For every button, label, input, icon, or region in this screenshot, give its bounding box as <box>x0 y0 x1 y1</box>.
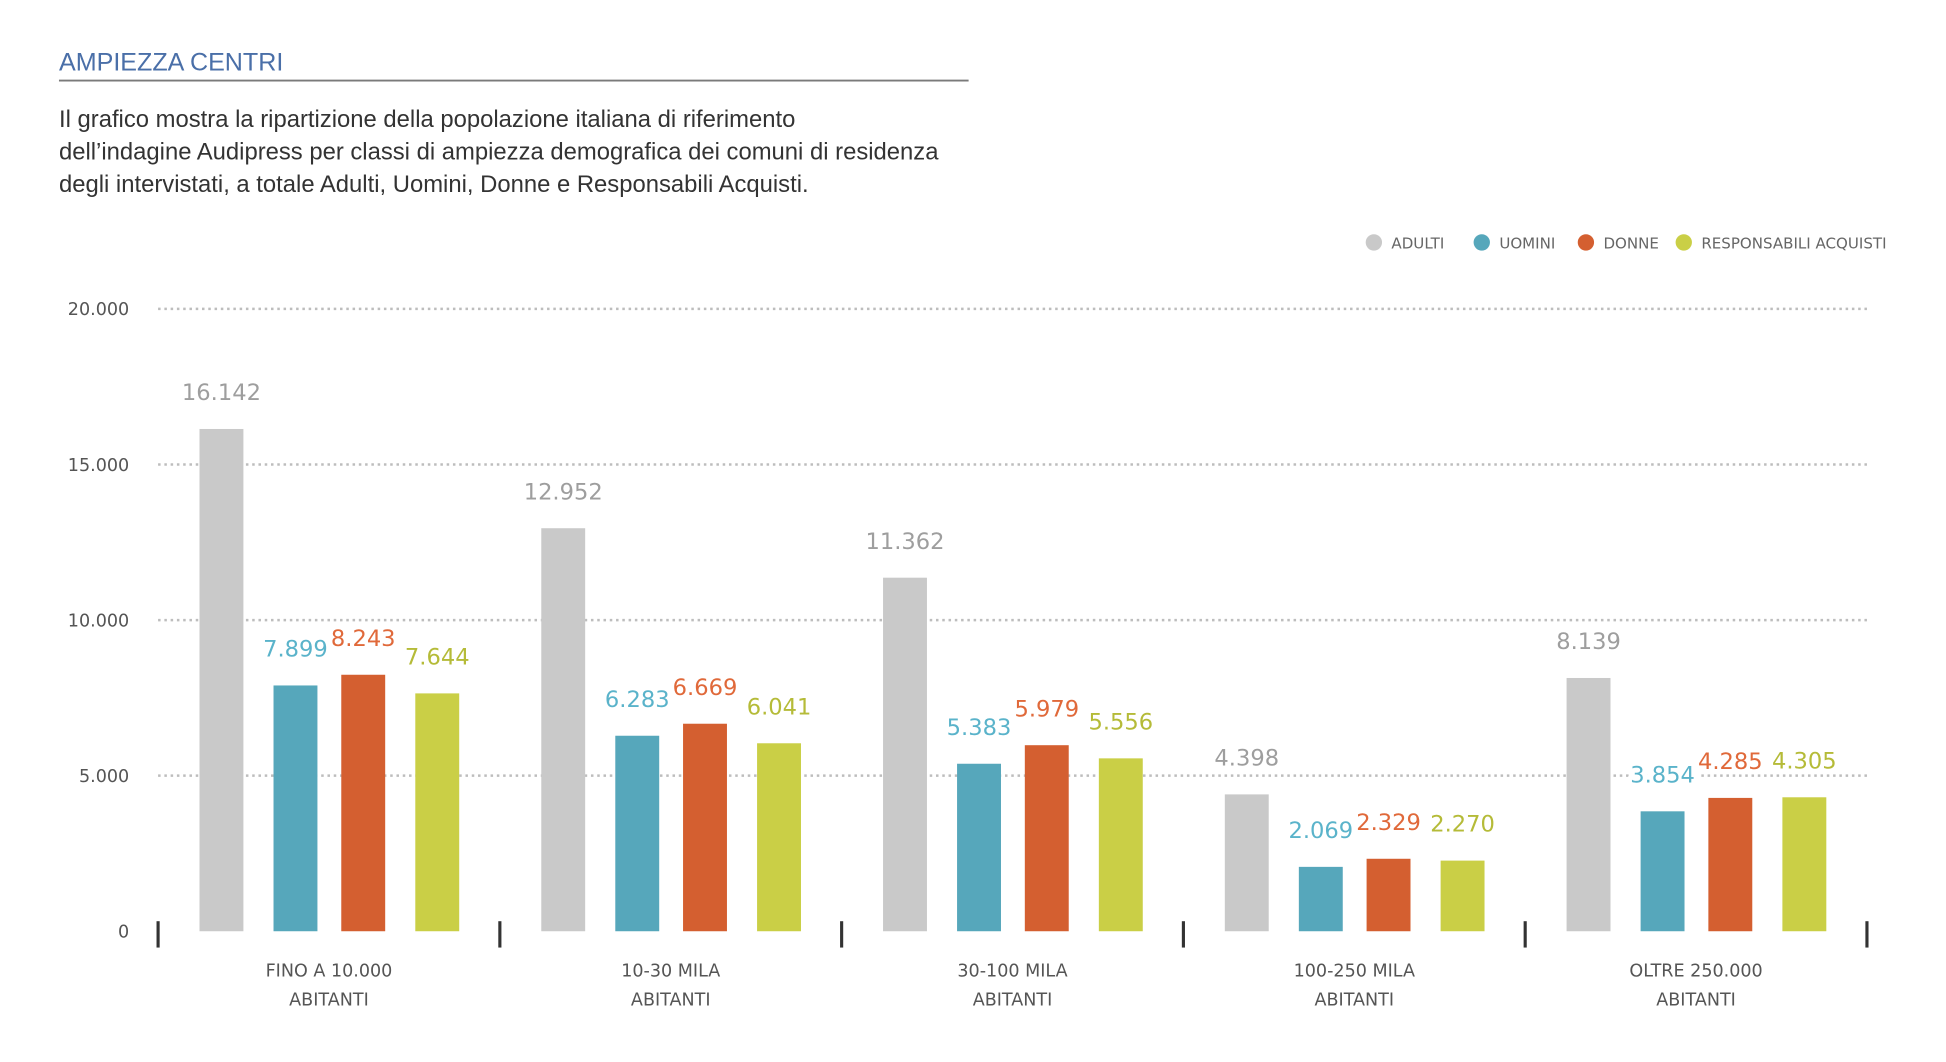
value-label: 12.952 <box>524 479 603 505</box>
value-label: 8.243 <box>331 626 396 652</box>
bar-responsabili-acquisti <box>1782 797 1827 932</box>
value-label: 6.041 <box>747 694 812 720</box>
description-line: dell’indagine Audipress per classi di am… <box>59 139 939 166</box>
value-label: 5.383 <box>947 715 1012 741</box>
category-label: 10-30 MILA <box>621 961 720 981</box>
bar-responsabili-acquisti <box>1440 860 1485 932</box>
bar-uomini <box>615 735 660 932</box>
bar-responsabili-acquisti <box>1098 758 1143 932</box>
chart-title: AMPIEZZA CENTRI <box>59 49 283 77</box>
value-label: 5.556 <box>1088 710 1153 736</box>
value-label: 16.142 <box>182 380 261 406</box>
value-label: 11.362 <box>865 529 944 555</box>
value-label: 8.139 <box>1556 629 1621 655</box>
legend-label: DONNE <box>1603 235 1658 253</box>
value-label: 6.283 <box>605 687 670 713</box>
value-label: 2.270 <box>1430 812 1495 838</box>
y-tick-label: 0 <box>118 923 129 943</box>
bar-adulti <box>199 428 244 932</box>
value-label: 2.329 <box>1356 810 1421 836</box>
bars <box>199 428 1827 932</box>
legend-label: RESPONSABILI ACQUISTI <box>1701 235 1886 253</box>
bar-adulti <box>883 577 927 932</box>
y-tick-label: 10.000 <box>68 611 129 631</box>
category-label: 30-100 MILA <box>957 961 1067 981</box>
bar-uomini <box>1298 866 1343 932</box>
category-label: OLTRE 250.000 <box>1629 961 1762 981</box>
value-label: 6.669 <box>673 675 738 701</box>
legend-swatch <box>1473 234 1490 251</box>
bar-adulti <box>541 528 586 932</box>
legend: ADULTI UOMINI DONNE RESPONSABILI ACQUISTI <box>1365 234 1887 253</box>
value-label: 4.285 <box>1698 749 1763 775</box>
category-label: ABITANTI <box>631 990 711 1010</box>
value-labels: 16.142 7.899 8.243 7.644 12.952 6.283 6.669 6.0… <box>177 375 1842 849</box>
bar-donne <box>1024 745 1069 932</box>
category-label: ABITANTI <box>1314 990 1394 1010</box>
category-label: FINO A 10.000 <box>266 961 393 981</box>
value-label: 5.979 <box>1014 696 1079 722</box>
value-label: 4.305 <box>1772 748 1837 774</box>
value-label: 2.069 <box>1288 818 1353 844</box>
value-label: 3.854 <box>1630 762 1695 788</box>
description-line: degli intervistati, a totale Adulti, Uom… <box>59 171 809 198</box>
legend-swatch <box>1577 234 1595 251</box>
value-label: 4.398 <box>1214 746 1279 772</box>
category-label: ABITANTI <box>973 990 1053 1010</box>
bar-donne <box>1708 797 1753 932</box>
value-label: 7.899 <box>263 637 328 663</box>
y-tick-label: 5.000 <box>79 767 129 787</box>
legend-label: ADULTI <box>1391 235 1444 253</box>
legend-swatch <box>1675 234 1692 251</box>
description-line: Il grafico mostra la ripartizione della … <box>59 106 795 133</box>
category-label: ABITANTI <box>289 990 369 1010</box>
bar-uomini <box>1640 811 1685 932</box>
bar-donne <box>341 674 386 932</box>
x-axis: FINO A 10.000 ABITANTI 10-30 MILA ABITANTI 3… <box>156 921 1869 1010</box>
bar-uomini <box>957 763 1001 932</box>
bar-responsabili-acquisti <box>415 693 460 932</box>
bar-uomini <box>273 685 318 932</box>
legend-label: UOMINI <box>1499 235 1555 253</box>
legend-swatch <box>1365 234 1383 251</box>
bar-responsabili-acquisti <box>757 743 801 932</box>
category-label: ABITANTI <box>1656 990 1736 1010</box>
y-tick-label: 20.000 <box>68 300 129 320</box>
bar-adulti <box>1566 677 1611 932</box>
value-label: 7.644 <box>405 645 470 671</box>
y-tick-label: 15.000 <box>68 456 129 476</box>
bar-donne <box>1366 858 1411 932</box>
bar-donne <box>683 723 727 932</box>
bar-adulti <box>1224 794 1269 932</box>
category-label: 100-250 MILA <box>1294 961 1415 981</box>
